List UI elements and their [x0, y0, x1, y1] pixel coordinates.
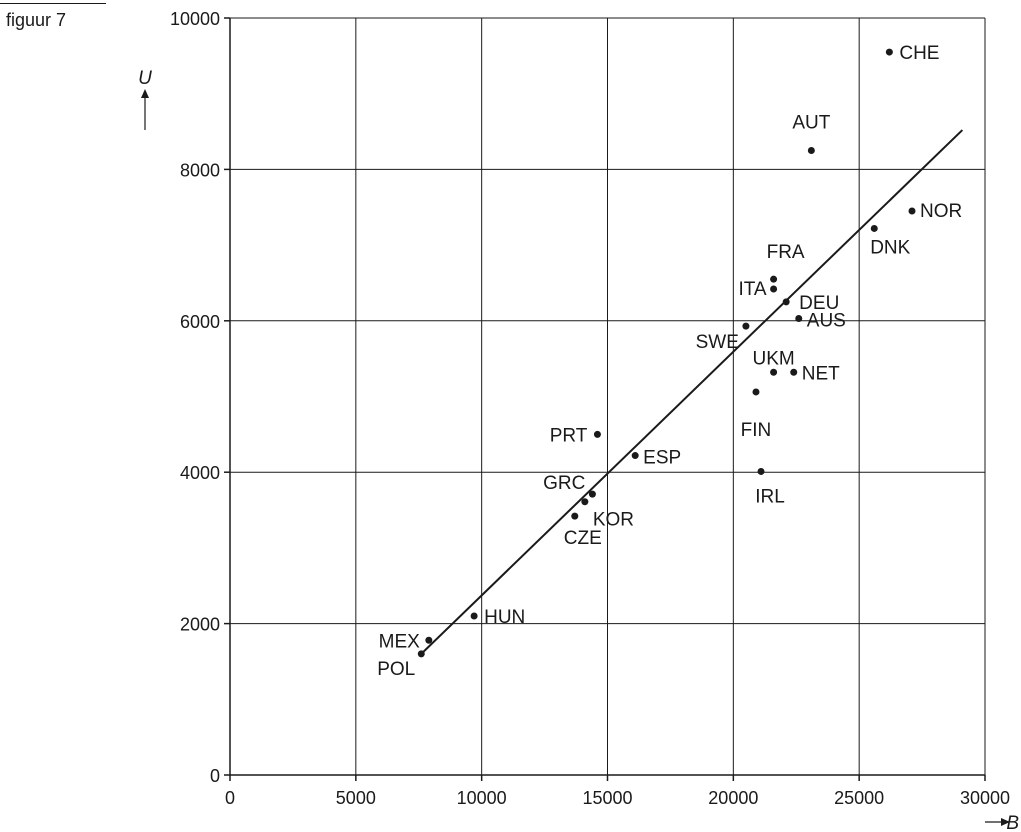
x-tick-label: 0 — [225, 788, 235, 808]
point-label-fin: FIN — [741, 420, 772, 441]
point-label-prt: PRT — [550, 425, 588, 446]
point-label-kor: KOR — [593, 510, 634, 531]
data-points — [417, 48, 916, 658]
figure-label-rule — [0, 3, 106, 4]
data-point-irl — [757, 467, 765, 475]
y-tick-label: 6000 — [180, 312, 220, 332]
data-point-swe — [742, 322, 750, 330]
x-tick-label: 30000 — [960, 788, 1010, 808]
point-label-fra: FRA — [767, 242, 805, 263]
trendline-group — [420, 129, 964, 655]
data-point-nor — [908, 207, 916, 215]
data-point-esp — [631, 452, 639, 460]
point-label-hun: HUN — [484, 607, 525, 628]
point-label-esp: ESP — [643, 448, 681, 469]
x-tick-label: 25000 — [834, 788, 884, 808]
data-point-ukm — [770, 368, 778, 376]
tick-labels: 0 5000 10000 15000 20000 25000 30000 0 2000 4000 6… — [170, 9, 1010, 808]
point-label-pol: POL — [377, 659, 415, 680]
data-point-aus — [795, 315, 803, 323]
y-axis-label: U — [138, 68, 152, 89]
point-label-mex: MEX — [379, 631, 421, 652]
point-label-ita: ITA — [738, 279, 766, 300]
data-point-net — [790, 368, 798, 376]
x-axis-label: B — [1006, 813, 1019, 832]
axis-names: UB — [138, 68, 1019, 832]
point-label-nor: NOR — [920, 201, 962, 222]
x-tick-label: 10000 — [457, 788, 507, 808]
data-point-cze — [571, 512, 579, 520]
data-point-prt — [593, 430, 601, 438]
data-point-grc — [588, 490, 596, 498]
point-label-aut: AUT — [792, 112, 830, 133]
trendline — [420, 129, 964, 655]
figure-label: figuur 7 — [6, 10, 67, 30]
x-tick-label: 5000 — [336, 788, 376, 808]
point-label-che: CHE — [899, 43, 939, 64]
data-point-dnk — [870, 224, 878, 232]
point-label-net: NET — [802, 363, 840, 384]
y-axis-arrow-head — [141, 89, 149, 98]
data-point-fin — [752, 388, 760, 396]
data-point-fra — [770, 275, 778, 283]
point-label-deu: DEU — [799, 293, 839, 314]
y-tick-label: 8000 — [180, 160, 220, 180]
data-point-aut — [807, 146, 815, 154]
data-point-ita — [770, 285, 778, 293]
point-label-ukm: UKM — [752, 348, 794, 369]
x-axis-arrow-head — [1001, 818, 1010, 826]
data-point-pol — [417, 650, 425, 658]
point-label-grc: GRC — [543, 473, 585, 494]
point-label-irl: IRL — [755, 486, 785, 507]
x-tick-label: 15000 — [582, 788, 632, 808]
data-point-kor — [581, 498, 589, 506]
data-point-deu — [782, 298, 790, 306]
point-label-dnk: DNK — [870, 237, 910, 258]
y-tick-label: 4000 — [180, 463, 220, 483]
grid — [230, 17, 986, 775]
data-point-che — [885, 48, 893, 56]
y-tick-label: 10000 — [170, 9, 220, 29]
x-tick-label: 20000 — [708, 788, 758, 808]
point-label-swe: SWE — [696, 332, 739, 353]
point-label-aus: AUS — [807, 311, 846, 332]
y-tick-label: 2000 — [180, 615, 220, 635]
data-point-hun — [470, 612, 478, 620]
data-point-mex — [425, 636, 433, 644]
point-label-cze: CZE — [564, 528, 602, 549]
y-tick-label: 0 — [210, 766, 220, 786]
